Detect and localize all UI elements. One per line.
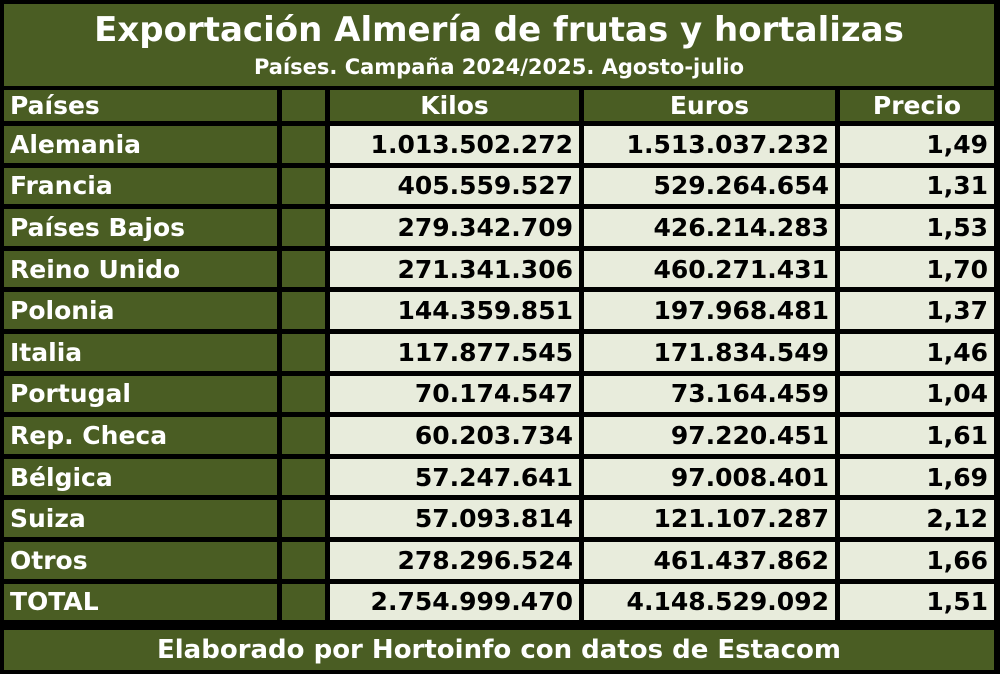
kilos-cell: 405.559.527 bbox=[330, 167, 584, 210]
spacer-cell bbox=[282, 458, 330, 501]
spacer-cell bbox=[282, 209, 330, 251]
kilos-cell: 271.341.306 bbox=[330, 250, 584, 293]
euros-cell: 73.164.459 bbox=[584, 375, 840, 418]
precio-cell: 2,12 bbox=[840, 500, 994, 542]
table-row: Otros 278.296.524 461.437.862 1,66 bbox=[4, 541, 994, 584]
table-row: Bélgica 57.247.641 97.008.401 1,69 bbox=[4, 458, 994, 501]
spacer-cell bbox=[282, 292, 330, 334]
page-title: Exportación Almería de frutas y hortaliz… bbox=[94, 10, 904, 50]
country-cell: Bélgica bbox=[4, 458, 282, 501]
spacer-cell bbox=[282, 167, 330, 210]
country-cell: Polonia bbox=[4, 292, 282, 334]
column-header-precio: Precio bbox=[840, 90, 994, 126]
spacer-cell bbox=[282, 500, 330, 542]
table-total-row: TOTAL 2.754.999.470 4.148.529.092 1,51 bbox=[4, 583, 994, 626]
euros-cell: 460.271.431 bbox=[584, 250, 840, 293]
data-table: Países Kilos Euros Precio Alemania 1.013.… bbox=[4, 90, 994, 626]
country-cell: Países Bajos bbox=[4, 209, 282, 251]
euros-cell: 4.148.529.092 bbox=[584, 583, 840, 626]
page-subtitle: Países. Campaña 2024/2025. Agosto-julio bbox=[253, 55, 745, 79]
table-row: Polonia 144.359.851 197.968.481 1,37 bbox=[4, 292, 994, 334]
spacer-cell bbox=[282, 541, 330, 584]
table-row: Rep. Checa 60.203.734 97.220.451 1,61 bbox=[4, 417, 994, 459]
country-cell: Otros bbox=[4, 541, 282, 584]
column-header-paises: Países bbox=[4, 90, 282, 126]
column-header-kilos: Kilos bbox=[330, 90, 584, 126]
precio-cell: 1,51 bbox=[840, 583, 994, 626]
spacer-cell bbox=[282, 126, 330, 168]
precio-cell: 1,70 bbox=[840, 250, 994, 293]
kilos-cell: 117.877.545 bbox=[330, 333, 584, 376]
kilos-cell: 144.359.851 bbox=[330, 292, 584, 334]
kilos-cell: 279.342.709 bbox=[330, 209, 584, 251]
country-cell: Suiza bbox=[4, 500, 282, 542]
table-row: Países Bajos 279.342.709 426.214.283 1,53 bbox=[4, 209, 994, 251]
country-cell: Reino Unido bbox=[4, 250, 282, 293]
country-cell: Italia bbox=[4, 333, 282, 376]
table-header-row: Países Kilos Euros Precio bbox=[4, 90, 994, 126]
table-row: Reino Unido 271.341.306 460.271.431 1,70 bbox=[4, 250, 994, 293]
country-cell: TOTAL bbox=[4, 583, 282, 626]
euros-cell: 461.437.862 bbox=[584, 541, 840, 584]
country-cell: Alemania bbox=[4, 126, 282, 168]
country-cell: Portugal bbox=[4, 375, 282, 418]
source-footer: Elaborado por Hortoinfo con datos de Est… bbox=[4, 630, 994, 670]
table-row: Italia 117.877.545 171.834.549 1,46 bbox=[4, 333, 994, 376]
precio-cell: 1,31 bbox=[840, 167, 994, 210]
precio-cell: 1,61 bbox=[840, 417, 994, 459]
column-header-euros: Euros bbox=[584, 90, 840, 126]
kilos-cell: 60.203.734 bbox=[330, 417, 584, 459]
kilos-cell: 278.296.524 bbox=[330, 541, 584, 584]
euros-cell: 171.834.549 bbox=[584, 333, 840, 376]
euros-cell: 426.214.283 bbox=[584, 209, 840, 251]
precio-cell: 1,37 bbox=[840, 292, 994, 334]
euros-cell: 97.008.401 bbox=[584, 458, 840, 501]
euros-cell: 1.513.037.232 bbox=[584, 126, 840, 168]
table-row: Portugal 70.174.547 73.164.459 1,04 bbox=[4, 375, 994, 418]
column-header-spacer bbox=[282, 90, 330, 126]
precio-cell: 1,04 bbox=[840, 375, 994, 418]
spacer-cell bbox=[282, 250, 330, 293]
title-banner: Exportación Almería de frutas y hortaliz… bbox=[4, 4, 994, 86]
precio-cell: 1,49 bbox=[840, 126, 994, 168]
table-row: Francia 405.559.527 529.264.654 1,31 bbox=[4, 167, 994, 210]
country-cell: Rep. Checa bbox=[4, 417, 282, 459]
euros-cell: 97.220.451 bbox=[584, 417, 840, 459]
precio-cell: 1,69 bbox=[840, 458, 994, 501]
spacer-cell bbox=[282, 583, 330, 626]
kilos-cell: 70.174.547 bbox=[330, 375, 584, 418]
spacer-cell bbox=[282, 375, 330, 418]
precio-cell: 1,53 bbox=[840, 209, 994, 251]
kilos-cell: 1.013.502.272 bbox=[330, 126, 584, 168]
kilos-cell: 57.093.814 bbox=[330, 500, 584, 542]
spacer-cell bbox=[282, 417, 330, 459]
precio-cell: 1,46 bbox=[840, 333, 994, 376]
euros-cell: 197.968.481 bbox=[584, 292, 840, 334]
spacer-cell bbox=[282, 333, 330, 376]
kilos-cell: 2.754.999.470 bbox=[330, 583, 584, 626]
precio-cell: 1,66 bbox=[840, 541, 994, 584]
country-cell: Francia bbox=[4, 167, 282, 210]
table-row: Alemania 1.013.502.272 1.513.037.232 1,49 bbox=[4, 126, 994, 168]
euros-cell: 529.264.654 bbox=[584, 167, 840, 210]
euros-cell: 121.107.287 bbox=[584, 500, 840, 542]
table-row: Suiza 57.093.814 121.107.287 2,12 bbox=[4, 500, 994, 542]
kilos-cell: 57.247.641 bbox=[330, 458, 584, 501]
